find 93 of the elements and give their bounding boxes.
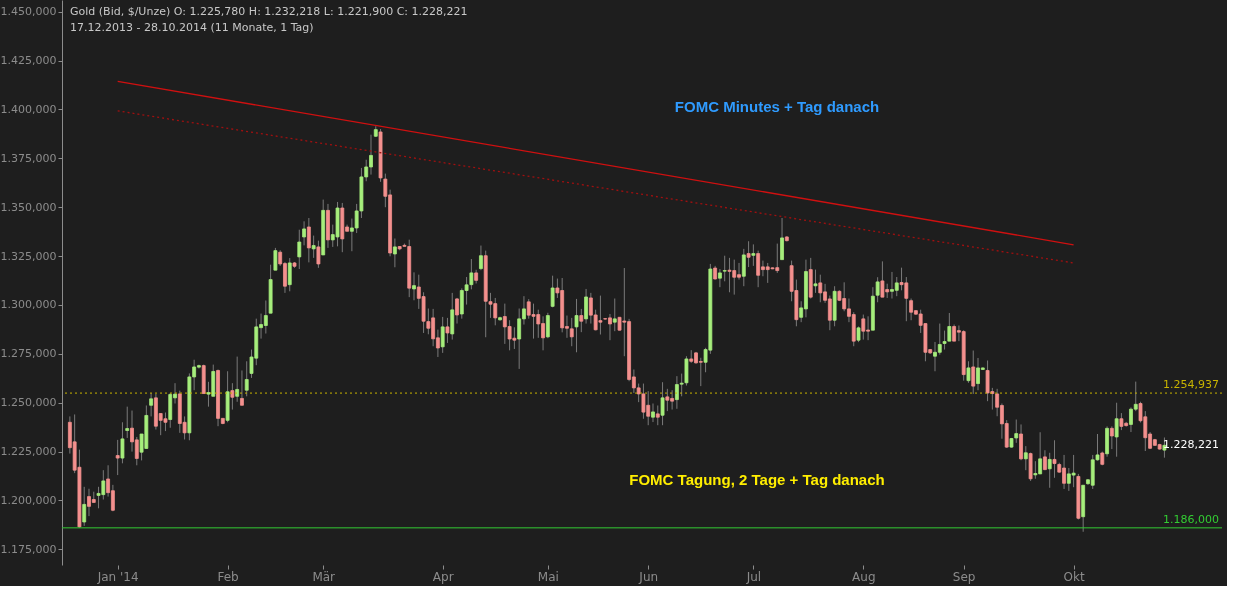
candlestick <box>751 243 756 267</box>
candlestick <box>746 240 751 268</box>
y-tick-label: 1.375,000 <box>0 151 57 165</box>
candlestick <box>297 229 302 270</box>
ref-line-label: 1.186,000 <box>1163 512 1219 526</box>
annotation: 1.228,221 <box>1163 438 1219 452</box>
candlestick <box>479 245 483 271</box>
y-tick-label: 1.200,000 <box>0 493 57 507</box>
x-tick-label: Jun <box>638 569 659 584</box>
candlestick <box>756 250 761 288</box>
x-tick-label: Aug <box>852 569 876 584</box>
candlestick <box>679 373 684 397</box>
y-tick-label: 1.175,000 <box>0 542 57 556</box>
candlestick <box>660 381 665 426</box>
candlestick <box>244 360 249 397</box>
candlestick <box>579 308 584 333</box>
candlestick <box>455 297 459 325</box>
candlestick <box>880 260 885 298</box>
y-tick-label: 1.400,000 <box>0 102 57 116</box>
candlestick <box>149 392 154 417</box>
candlestick <box>684 355 689 387</box>
candlestick <box>665 388 670 412</box>
x-tick-label: Okt <box>1063 569 1085 584</box>
candlestick <box>827 295 832 331</box>
candlestick <box>780 217 784 261</box>
candlestick <box>569 317 574 347</box>
candlestick <box>937 323 942 356</box>
candlestick <box>306 217 311 263</box>
x-tick-label: Mai <box>537 569 559 584</box>
x-tick-label: Apr <box>432 569 454 584</box>
candlestick <box>655 404 660 426</box>
ref-line-label: 1.254,937 <box>1163 378 1219 392</box>
text: 17.12.2013 - 28.10.2014 (11 Monate, 1 Tag) <box>70 21 314 34</box>
candlestick <box>813 269 818 294</box>
candlestick <box>1109 425 1114 450</box>
x-tick-label: Mär <box>312 569 336 584</box>
chart-title: Gold (Bid, $/Unze) O: 1.225,780 H: 1.232,218 L: 1.221,900 C: 1.228,221 <box>70 5 468 18</box>
candlestick <box>718 268 722 288</box>
x-tick-label: Sep <box>952 569 976 584</box>
candlestick <box>875 276 880 303</box>
candlestick <box>1023 445 1028 471</box>
candlestick <box>115 439 120 476</box>
y-tick-label: 1.250,000 <box>0 396 57 410</box>
x-tick-label: Feb <box>217 569 239 584</box>
y-tick-label: 1.275,000 <box>0 347 57 361</box>
y-tick-label: 1.225,000 <box>0 445 57 459</box>
candlestick <box>440 316 445 354</box>
annotation: FOMC Tagung, 2 Tage + Tag danach <box>629 471 885 488</box>
candlestick <box>120 421 125 464</box>
candlestick <box>612 298 617 332</box>
candlestick <box>942 330 947 351</box>
y-tick-label: 1.450,000 <box>0 5 57 19</box>
candlestick <box>727 257 732 293</box>
candlestick <box>971 350 976 395</box>
y-tick-label: 1.425,000 <box>0 54 57 68</box>
candlestick <box>82 486 87 527</box>
candlestick <box>1052 439 1057 479</box>
candlestick <box>163 412 168 432</box>
candlestick <box>1071 454 1076 488</box>
x-tick-label: Jul <box>745 569 762 584</box>
candlestick <box>125 406 130 439</box>
candlestick <box>302 220 306 246</box>
candlestick <box>263 299 268 335</box>
candlestick <box>240 369 244 406</box>
candlestick <box>412 271 416 301</box>
candlestick <box>966 360 971 384</box>
candlestick <box>316 240 321 269</box>
candlestick <box>741 248 746 287</box>
candlestick <box>1114 402 1119 458</box>
candlestick <box>517 308 522 370</box>
candlestick <box>1047 452 1052 489</box>
candlestick <box>531 303 536 340</box>
candlestick <box>545 312 550 339</box>
candlestick <box>722 255 727 282</box>
candlestick <box>445 317 450 344</box>
candlestick <box>574 298 579 353</box>
candlestick <box>584 288 588 325</box>
candlestick <box>550 275 555 308</box>
candlestick <box>861 314 866 341</box>
annotation: FOMC Minutes + Tag danach <box>674 98 880 115</box>
candlestick <box>287 257 292 292</box>
candlestick <box>230 382 235 411</box>
y-tick-label: 1.325,000 <box>0 249 57 263</box>
candlestick <box>641 383 646 420</box>
candlestick <box>235 356 240 403</box>
candlestick <box>818 274 823 303</box>
y-tick-label: 1.300,000 <box>0 298 57 312</box>
candlestick <box>392 238 397 268</box>
candlestick <box>651 403 655 423</box>
candlestick <box>894 276 899 297</box>
y-tick-label: 1.350,000 <box>0 200 57 214</box>
x-tick-label: Jan '14 <box>96 569 139 584</box>
candlestick <box>273 247 278 271</box>
